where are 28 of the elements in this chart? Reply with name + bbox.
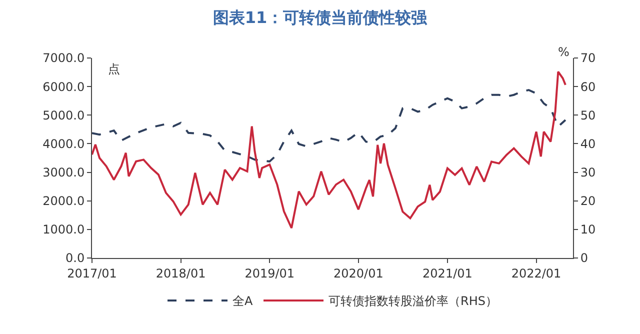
x-tick-label: 2019/01 [244, 266, 295, 280]
y2-tick-label: 50 [580, 108, 596, 122]
y-axis-title: 点 [108, 62, 120, 76]
y2-axis-title: % [558, 45, 570, 59]
x-tick-label: 2022/01 [511, 266, 562, 280]
y-tick-label: 3000.0 [42, 165, 85, 180]
y-tick-label: 4000.0 [42, 136, 85, 151]
legend-label: 可转债指数转股溢价率（RHS） [328, 294, 498, 308]
y2-tick-label: 60 [580, 80, 596, 94]
y-tick-label: 1000.0 [42, 222, 85, 237]
y2-tick-label: 20 [580, 194, 596, 208]
x-tick-label: 2018/01 [156, 266, 206, 280]
y-tick-label: 6000.0 [42, 80, 85, 94]
y-tick-label: 5000.0 [42, 108, 85, 122]
y2-tick-label: 70 [580, 51, 596, 66]
y-tick-label: 2000.0 [42, 194, 85, 208]
x-tick-label: 2017/01 [67, 266, 117, 280]
chart-title: 图表11：可转债当前债性较强 [212, 8, 428, 27]
line-series [92, 89, 566, 162]
x-tick-label: 2020/01 [333, 266, 384, 280]
y2-tick-label: 0 [580, 251, 588, 266]
y-tick-label: 7000.0 [42, 51, 85, 66]
y2-tick-label: 10 [580, 222, 596, 237]
x-tick-label: 2021/01 [422, 266, 472, 280]
y2-tick-label: 30 [580, 165, 596, 180]
y-tick-label: 0.0 [66, 251, 85, 266]
legend-label: 全A [232, 294, 254, 308]
y2-tick-label: 40 [580, 136, 596, 151]
